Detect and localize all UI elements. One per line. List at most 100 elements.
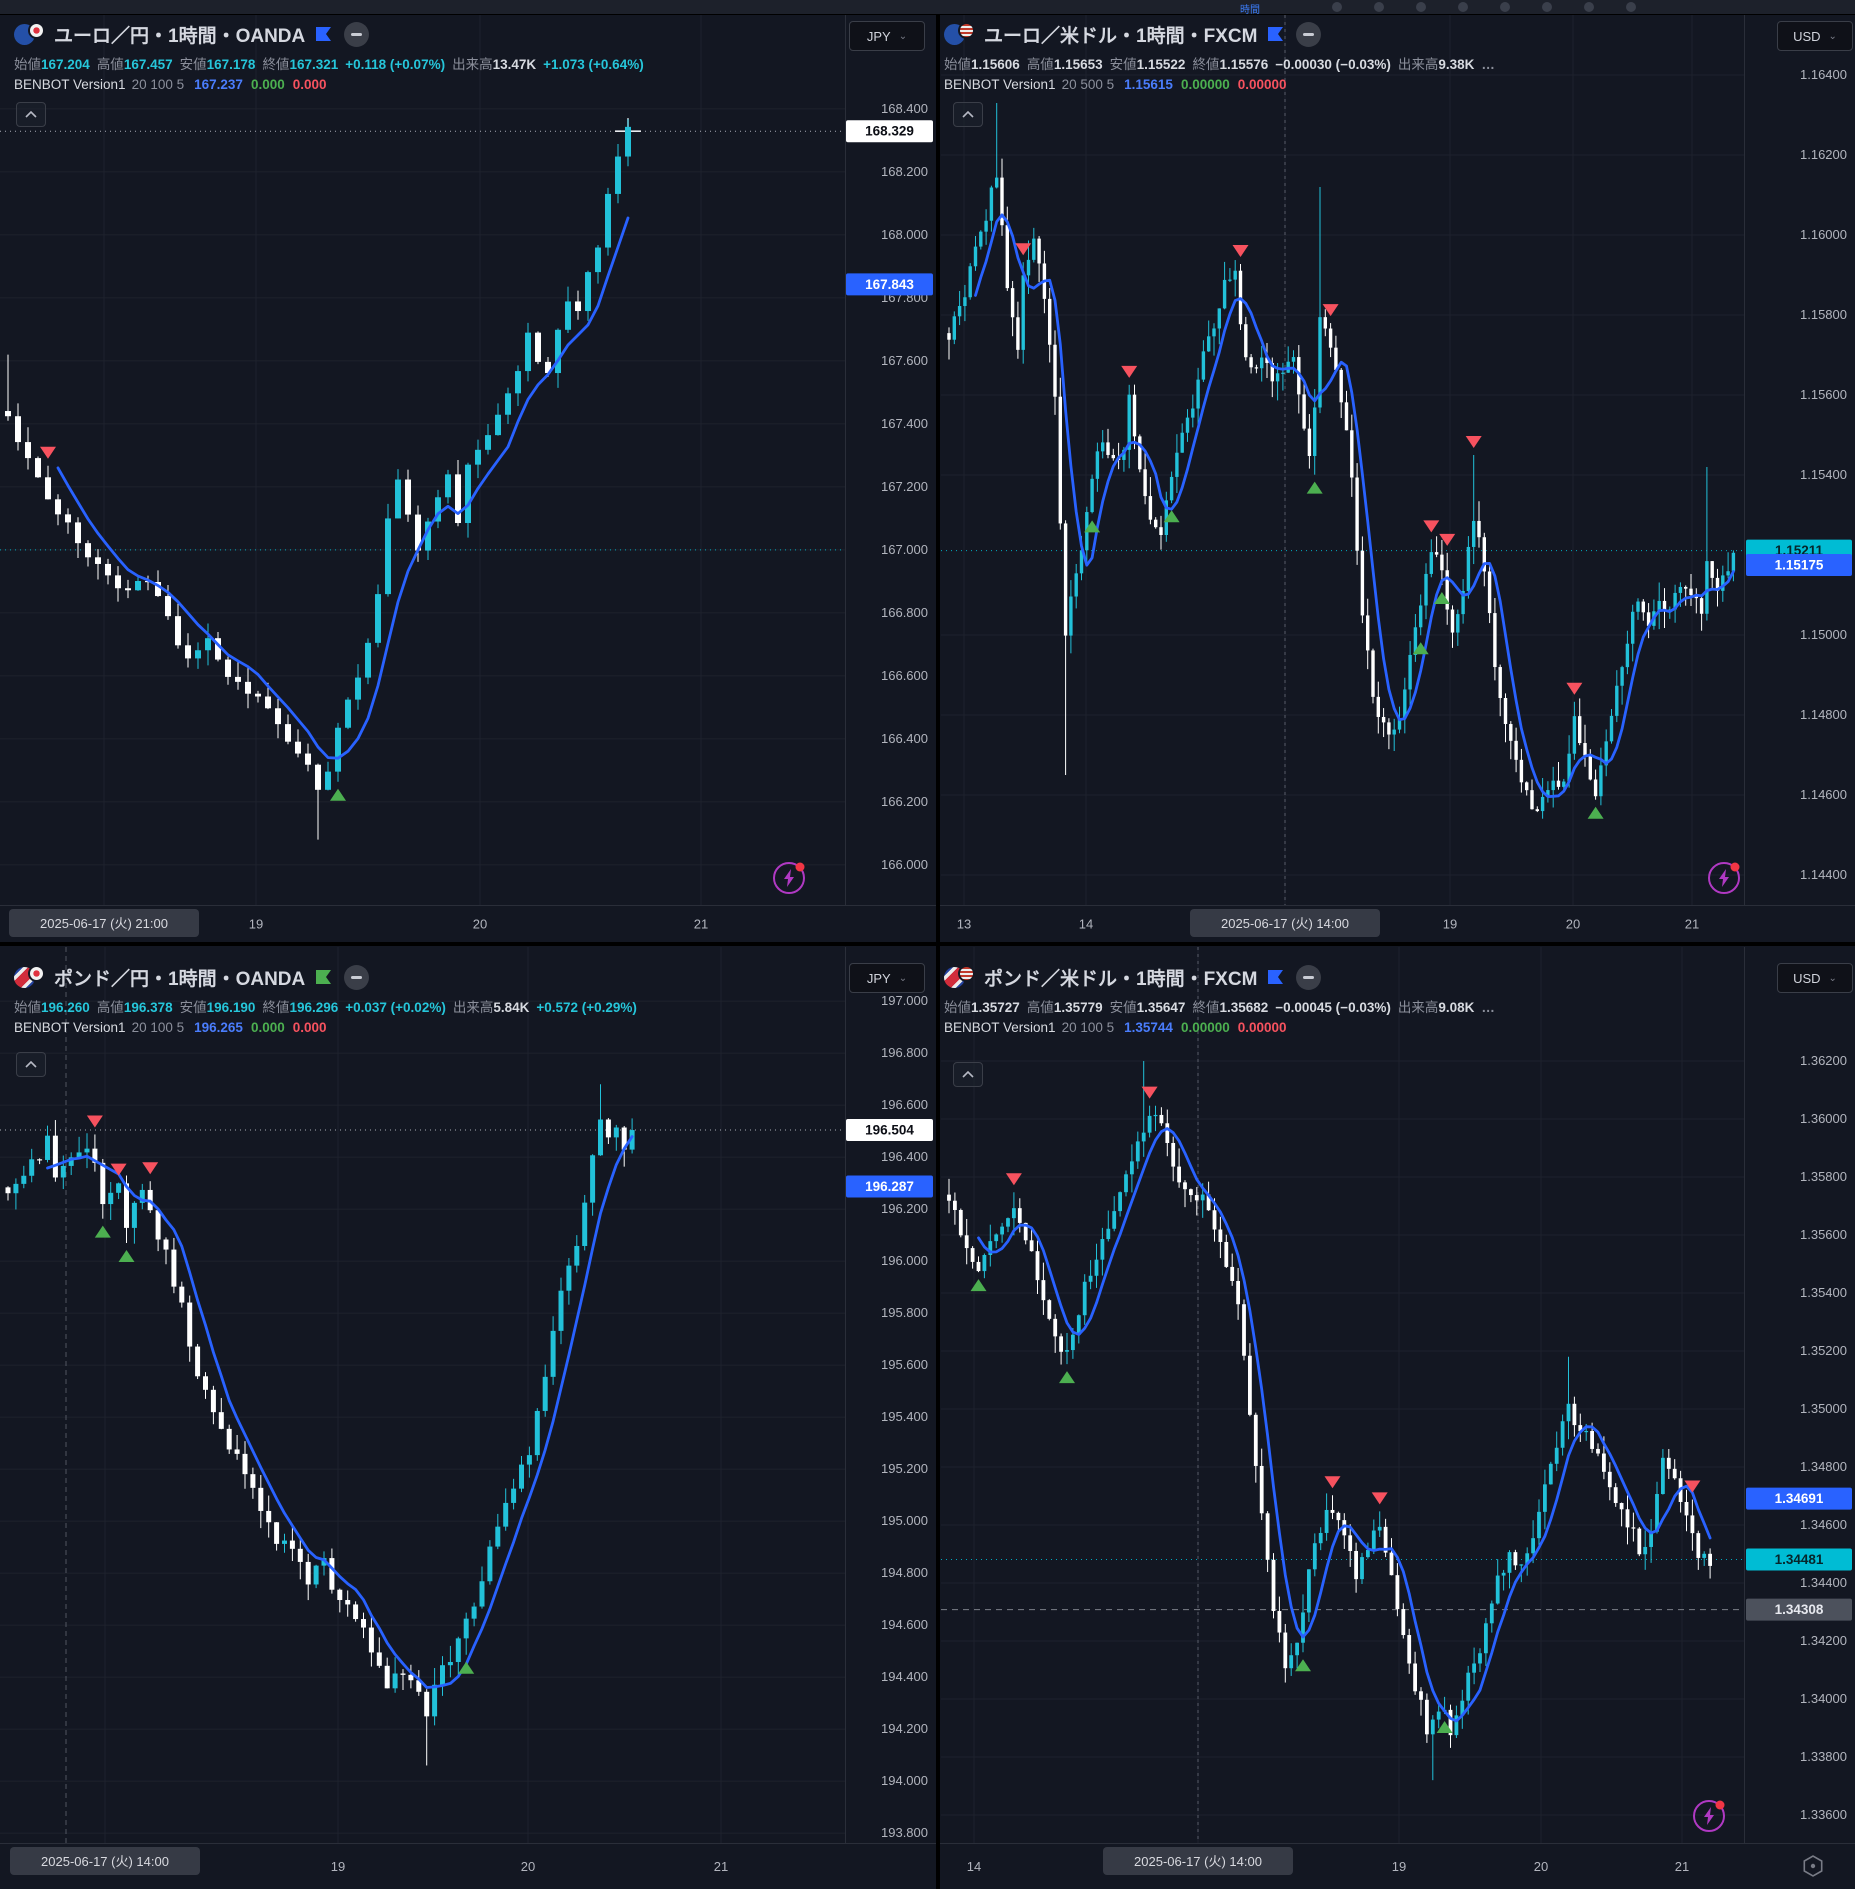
price-axis[interactable]: 1.14400 1.14600 1.14800 1.15000 1.15400 1.156… [1744,15,1855,942]
toolbar-avatar[interactable] [1584,2,1594,12]
moving-average-line[interactable] [46,1135,634,1689]
buy-signal-icon [458,1661,475,1674]
settings-hexagon-icon[interactable] [1803,1855,1823,1877]
indicator-green-value: 0.000 [250,77,285,92]
flag-bookmark-icon[interactable] [315,970,332,984]
collapse-legend-button[interactable] [953,102,983,127]
symbol-title[interactable]: ポンド／米ドル・1時間・FXCM [984,968,1258,990]
collapse-legend-button[interactable] [953,1062,983,1087]
sell-signal-icon [1005,1173,1022,1186]
indicator-red-value: 0.000 [292,1020,327,1035]
price-axis[interactable]: 166.000 166.200 166.400 166.600 166.800 167.0… [845,15,936,942]
svg-text:1.35200: 1.35200 [1800,1343,1847,1358]
svg-text:19: 19 [1392,1859,1406,1874]
svg-text:195.200: 195.200 [881,1461,928,1476]
volume-change: +1.073 (+0.64%) [543,57,644,72]
flag-bookmark-icon[interactable] [315,27,332,41]
toolbar-avatar[interactable] [1458,2,1468,12]
cyan-price-label [1746,1548,1852,1571]
blue-price-label [1746,554,1852,576]
svg-text:167.600: 167.600 [881,353,928,368]
high-label: 高値 [96,1000,124,1015]
high-value: 167.457 [123,57,173,72]
svg-text:196.800: 196.800 [881,1045,928,1060]
currency-unit-button[interactable]: USD ⌄ [1777,21,1853,51]
toolbar-avatar[interactable] [1332,2,1342,12]
indicator-row[interactable]: BENBOT Version1 20 100 5 167.237 0.000 0.000 [14,77,651,95]
indicator-row[interactable]: BENBOT Version1 20 100 5 196.265 0.000 0.000 [14,1020,644,1038]
hide-indicator-button[interactable] [1296,964,1322,990]
sell-signal-icon [1322,304,1339,317]
moving-average-line[interactable] [977,1127,1712,1723]
collapse-legend-button[interactable] [16,102,46,127]
buy-signal-icon [1295,1659,1311,1672]
flag-badge-icon [958,22,975,39]
hide-indicator-button[interactable] [344,21,370,47]
svg-text:1.34400: 1.34400 [1800,1575,1847,1590]
volume-value: 13.47K [492,57,537,72]
indicator-row[interactable]: BENBOT Version1 20 100 5 1.35744 0.00000 0.0… [944,1020,1502,1038]
lightning-alert-icon[interactable] [1693,1800,1725,1832]
low-value: 167.178 [206,57,256,72]
flag-bookmark-icon[interactable] [1267,27,1284,41]
chart-gbpjpy[interactable]: 193.800 194.000 194.200 194.400 194.600 194.8… [0,946,936,1889]
lightning-alert-icon[interactable] [773,862,805,894]
indicator-params: 20 100 5 [131,1020,185,1035]
toolbar-avatar[interactable] [1626,2,1636,12]
chart-eurjpy[interactable]: 166.000 166.200 166.400 166.600 166.800 167.0… [0,15,936,942]
chart-eurusd[interactable]: 1.14400 1.14600 1.14800 1.15000 1.15400 1.156… [940,15,1855,942]
svg-text:166.200: 166.200 [881,794,928,809]
currency-unit-button[interactable]: USD ⌄ [1777,963,1853,993]
time-axis[interactable]: 14 2025-06-17 (火) 14:00 19 20 21 [940,1843,1855,1889]
svg-text:168.400: 168.400 [881,101,928,116]
hide-indicator-button[interactable] [1296,21,1322,47]
volume-label: 出来高 [1397,57,1439,72]
time-axis[interactable]: 2025-06-17 (火) 21:00 19 20 21 [0,905,936,942]
svg-text:1.14400: 1.14400 [1800,867,1847,882]
svg-text:1.33800: 1.33800 [1800,1749,1847,1764]
svg-text:21: 21 [694,917,708,932]
pair-flags-icon [944,22,978,46]
lightning-alert-icon[interactable] [1708,862,1740,894]
svg-text:167.200: 167.200 [881,479,928,494]
symbol-title[interactable]: ユーロ／米ドル・1時間・FXCM [984,25,1258,47]
symbol-title[interactable]: ポンド／円・1時間・OANDA [54,968,306,990]
price-axis[interactable]: 1.33600 1.33800 1.34000 1.34200 1.34400 1.346… [1744,947,1855,1889]
indicator-value: 196.265 [194,1020,243,1035]
time-axis[interactable]: 2025-06-17 (火) 14:00 19 20 21 [0,1843,936,1889]
price-axis[interactable]: 193.800 194.000 194.200 194.400 194.600 194.8… [845,947,936,1889]
toolbar-avatar[interactable] [1374,2,1384,12]
currency-unit-label: USD [1793,28,1821,44]
toolbar-avatar[interactable] [1500,2,1510,12]
svg-text:1.33600: 1.33600 [1800,1807,1847,1822]
close-label: 終値 [262,1000,290,1015]
symbol-title-row: ポンド／米ドル・1時間・FXCM [944,963,1502,991]
svg-text:13: 13 [957,917,971,932]
minus-icon [1303,32,1315,36]
symbol-title[interactable]: ユーロ／円・1時間・OANDA [54,25,306,47]
open-value: 1.35727 [971,1000,1020,1015]
collapse-legend-button[interactable] [16,1052,46,1077]
candlestick-layer [947,103,1736,819]
moving-average-line[interactable] [974,213,1735,798]
sell-signal-icon [1423,520,1440,533]
toolbar-avatar[interactable] [1416,2,1426,12]
indicator-row[interactable]: BENBOT Version1 20 500 5 1.15615 0.00000 0.0… [944,77,1502,95]
svg-text:19: 19 [249,917,263,932]
moving-average-line[interactable] [56,216,630,760]
svg-text:196.400: 196.400 [881,1149,928,1164]
currency-unit-button[interactable]: JPY ⌄ [849,963,925,993]
volume-value: 9.38K [1438,57,1475,72]
chevron-down-icon: ⌄ [1828,972,1837,984]
svg-text:166.400: 166.400 [881,731,928,746]
svg-text:168.000: 168.000 [881,227,928,242]
flag-bookmark-icon[interactable] [1267,970,1284,984]
currency-unit-label: USD [1793,970,1821,986]
symbol-title-row: ポンド／円・1時間・OANDA [14,963,644,991]
chart-gbpusd[interactable]: 1.33600 1.33800 1.34000 1.34200 1.34400 1.346… [940,946,1855,1889]
hide-indicator-button[interactable] [344,964,370,990]
currency-unit-button[interactable]: JPY ⌄ [849,21,925,51]
toolbar-avatar[interactable] [1542,2,1552,12]
time-axis[interactable]: 13 14 2025-06-17 (火) 14:00 19 20 21 [940,905,1855,942]
